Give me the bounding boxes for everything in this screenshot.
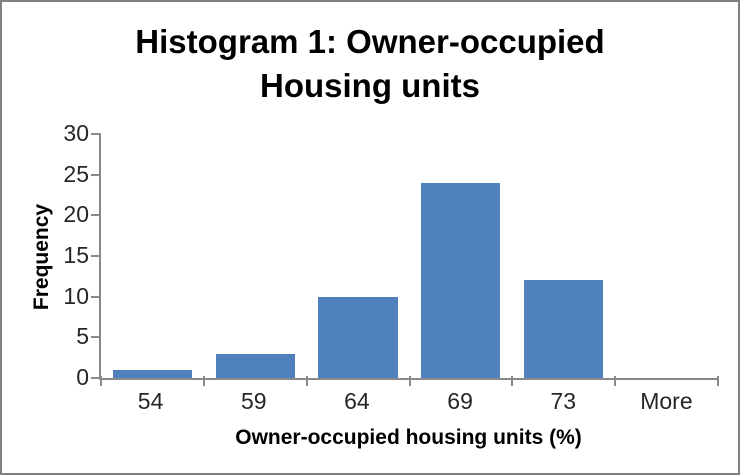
y-axis-tick [91,336,101,339]
x-category-label: 54 [137,388,164,414]
bar-slot-73 [512,134,615,378]
y-axis-tick [91,377,101,379]
x-category-label: 69 [447,388,473,414]
bar-73 [524,280,604,378]
x-axis-tick [100,376,102,386]
x-axis-tick [202,376,205,386]
x-axis-tick [511,376,514,386]
y-tick-label: 10 [63,282,89,309]
x-category-label: More [640,388,693,414]
x-axis-tick [305,376,308,386]
bar-69 [421,182,501,378]
y-axis-tick [91,255,101,257]
bar-64 [318,296,398,378]
plot-area: 0 5 10 15 20 25 30 [63,120,719,390]
y-tick-label: 25 [63,160,89,187]
bar-slot-64 [307,134,410,378]
bar-54 [112,369,192,378]
x-axis-tick [717,376,719,386]
bars-container [101,134,718,378]
bar-slot-More [615,134,718,378]
y-axis-tick [91,173,101,176]
y-tick-label: 5 [76,323,89,350]
bar-59 [215,353,295,378]
x-axis-tick [408,376,411,386]
bar-slot-69 [409,134,512,378]
x-axis-tick [614,376,617,386]
x-category-label: 73 [550,388,577,414]
x-axis-title: Owner-occupied housing units (%) [235,426,582,449]
chart-title: Histogram 1: Owner-occupied Housing unit… [135,23,605,104]
y-axis-tick [91,133,101,135]
y-tick-label: 15 [63,242,89,268]
bar-slot-59 [204,134,307,378]
y-axis-tick [91,214,101,217]
bar-slot-54 [101,134,204,378]
y-tick-label: 0 [76,364,89,390]
y-tick-label: 20 [63,201,89,228]
y-tick-label: 30 [63,120,89,146]
x-category-labels: 54 59 64 69 73 More [99,388,718,415]
x-category-label: 64 [344,388,370,414]
x-category-label: 59 [240,388,267,414]
y-axis-tick [91,295,101,298]
